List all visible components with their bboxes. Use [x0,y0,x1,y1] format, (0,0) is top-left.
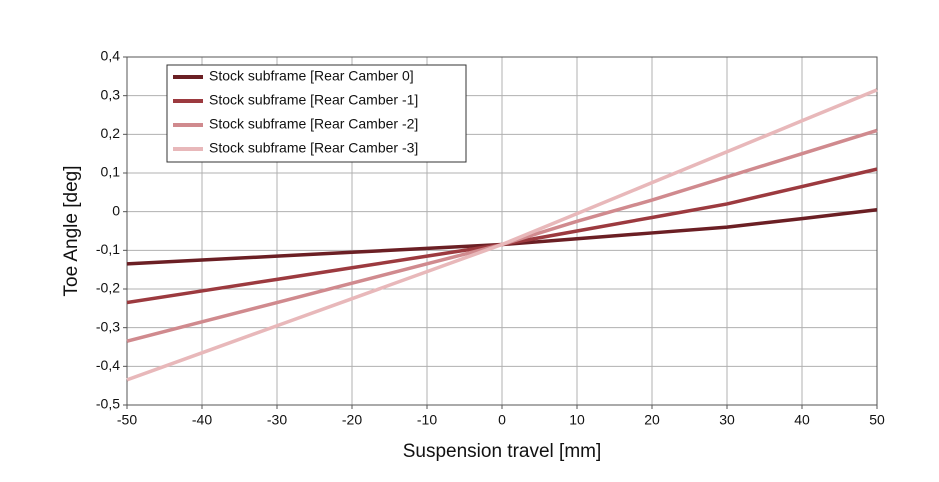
x-tick-label: 50 [869,412,885,428]
x-tick-label: 0 [498,412,506,428]
series-line [126,88,878,382]
y-tick-label: -0,1 [96,241,120,257]
x-tick-label: -20 [342,412,362,428]
legend-label: Stock subframe [Rear Camber 0] [209,68,414,84]
x-tick-label: 20 [644,412,660,428]
legend-label: Stock subframe [Rear Camber -3] [209,140,418,156]
x-tick-label: -40 [192,412,212,428]
x-tick-label: -50 [117,412,137,428]
x-axis-title: Suspension travel [mm] [403,441,602,462]
y-tick-label: 0,3 [101,86,121,102]
y-tick-label: -0,2 [96,280,120,296]
plot-border [126,56,878,406]
y-tick-label: 0,4 [101,48,121,64]
legend-label: Stock subframe [Rear Camber -1] [209,92,418,108]
x-tick-label: -30 [267,412,287,428]
y-tick-label: -0,3 [96,318,120,334]
y-tick-label: -0,5 [96,396,120,412]
y-tick-label: 0,1 [101,164,121,180]
y-tick-label: 0 [112,202,120,218]
x-tick-label: 40 [794,412,810,428]
legend-box [166,64,467,163]
x-tick-label: 10 [569,412,585,428]
y-tick-label: 0,2 [101,125,121,141]
x-tick-label: -10 [417,412,437,428]
x-tick-label: 30 [719,412,735,428]
y-tick-label: -0,4 [96,357,120,373]
y-axis-title: Toe Angle [deg] [61,166,82,297]
legend: Stock subframe [Rear Camber 0] Stock subf… [166,64,467,163]
legend-label: Stock subframe [Rear Camber -2] [209,116,418,132]
